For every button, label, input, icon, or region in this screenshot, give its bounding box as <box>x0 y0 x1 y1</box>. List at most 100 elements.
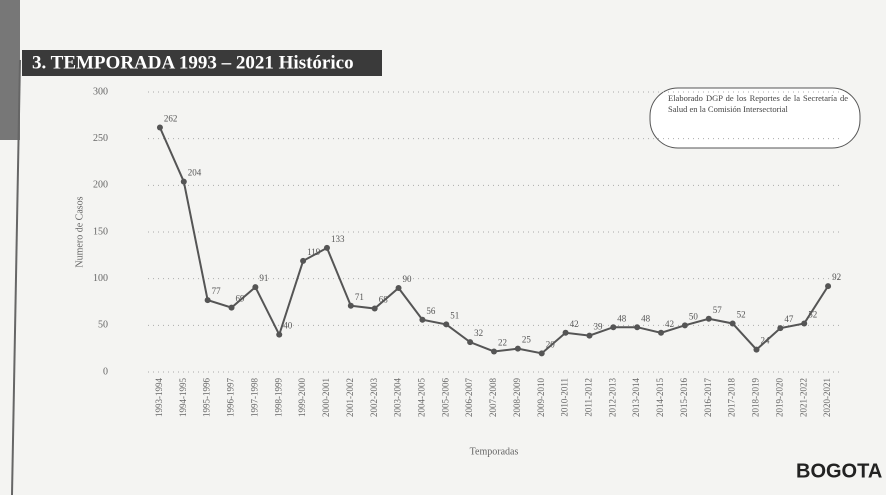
data-label: 92 <box>832 272 841 282</box>
data-label: 20 <box>546 339 556 349</box>
x-tick-label: 2008-2009 <box>512 378 522 417</box>
point <box>729 320 736 327</box>
data-label: 204 <box>188 168 202 178</box>
x-tick-label: 2014-2015 <box>655 378 665 417</box>
x-tick-label: 2013-2014 <box>631 378 641 417</box>
x-tick-label: 1997-1998 <box>249 378 259 417</box>
x-tick-label: 2005-2006 <box>440 378 450 417</box>
data-label: 71 <box>355 292 364 302</box>
data-label: 133 <box>331 234 345 244</box>
point <box>753 346 760 353</box>
point <box>204 297 211 304</box>
y-tick-label: 50 <box>98 320 108 331</box>
x-tick-label: 1994-1995 <box>178 378 188 417</box>
point <box>562 329 569 336</box>
data-label: 69 <box>236 294 246 304</box>
point <box>658 329 665 336</box>
x-tick-label: 1996-1997 <box>226 378 236 417</box>
point <box>801 320 808 327</box>
data-label: 52 <box>808 310 817 320</box>
point <box>634 324 641 331</box>
note-box <box>649 87 861 149</box>
note-wrap: Elaborado DGP de los Reportes de la Secr… <box>668 93 848 114</box>
x-tick-label: 2011-2012 <box>584 378 594 417</box>
note: Elaborado DGP de los Reportes de la Secr… <box>668 93 848 114</box>
point <box>180 178 187 185</box>
left-bar <box>0 0 20 140</box>
data-label: 77 <box>212 286 222 296</box>
point <box>395 285 402 291</box>
data-label: 39 <box>593 322 603 332</box>
x-tick-label: 2012-2013 <box>607 378 617 417</box>
point <box>276 331 283 338</box>
x-tick-label: 2015-2016 <box>679 378 689 417</box>
point <box>300 257 307 264</box>
point <box>228 304 235 311</box>
x-tick-label: 1998-1999 <box>273 378 283 417</box>
y-tick-label: 0 <box>103 366 108 377</box>
x-axis-label: Temporadas <box>470 446 519 457</box>
point <box>467 339 474 346</box>
x-tick-label: 1993-1994 <box>154 378 164 417</box>
x-tick-label: 2010-2011 <box>560 378 570 417</box>
left-rule <box>11 59 21 495</box>
point <box>705 315 712 322</box>
point <box>538 350 545 357</box>
x-tick-label: 2018-2019 <box>751 378 761 417</box>
point <box>681 322 688 329</box>
data-label: 51 <box>450 310 459 320</box>
data-label: 40 <box>283 321 293 331</box>
data-label: 56 <box>426 306 436 316</box>
y-tick-label: 100 <box>93 273 108 284</box>
logo: BOGOTA <box>796 460 882 482</box>
y-axis-label: Numero de Casos <box>74 196 85 267</box>
x-tick-label: 2017-2018 <box>727 378 737 417</box>
y-tick-label: 300 <box>93 86 108 97</box>
point <box>156 124 163 131</box>
data-label: 42 <box>665 319 674 329</box>
data-label: 48 <box>617 313 627 323</box>
data-label: 24 <box>760 336 770 346</box>
data-label: 32 <box>474 328 483 338</box>
point <box>347 302 354 309</box>
x-tick-label: 2003-2004 <box>393 378 403 417</box>
y-tick-label: 200 <box>93 180 108 191</box>
x-tick-label: 1995-1996 <box>202 378 212 417</box>
point <box>323 244 330 251</box>
data-label: 48 <box>641 313 651 323</box>
data-label: 119 <box>307 247 321 257</box>
y-tick-label: 150 <box>93 226 108 237</box>
point <box>491 348 497 355</box>
x-tick-label: 2009-2010 <box>536 378 546 417</box>
x-tick-label: 2020-2021 <box>822 378 832 417</box>
data-label: 42 <box>570 319 579 329</box>
data-label: 22 <box>498 338 507 348</box>
x-tick-label: 2016-2017 <box>703 378 713 417</box>
data-label: 262 <box>164 114 178 124</box>
data-label: 57 <box>713 305 723 315</box>
x-tick-label: 2000-2001 <box>321 378 331 417</box>
data-label: 50 <box>689 311 699 321</box>
x-tick-label: 2021-2022 <box>798 378 808 417</box>
point <box>514 345 521 352</box>
x-tick-label: 2006-2007 <box>464 378 474 417</box>
data-label: 47 <box>784 314 794 324</box>
chart-title: 3. TEMPORADA 1993 – 2021 Histórico <box>32 52 354 73</box>
data-label: 52 <box>737 310 746 320</box>
point <box>371 305 378 312</box>
point <box>610 324 617 331</box>
data-label: 91 <box>259 273 268 283</box>
point <box>777 325 784 332</box>
data-label: 90 <box>403 274 413 284</box>
point <box>825 283 832 290</box>
data-label: 68 <box>379 295 389 305</box>
point <box>252 284 259 291</box>
point <box>443 321 450 328</box>
x-tick-label: 2007-2008 <box>488 378 498 417</box>
point <box>419 316 426 323</box>
x-tick-label: 2002-2003 <box>369 378 379 417</box>
point <box>586 332 593 339</box>
x-tick-label: 1999-2000 <box>297 378 307 417</box>
